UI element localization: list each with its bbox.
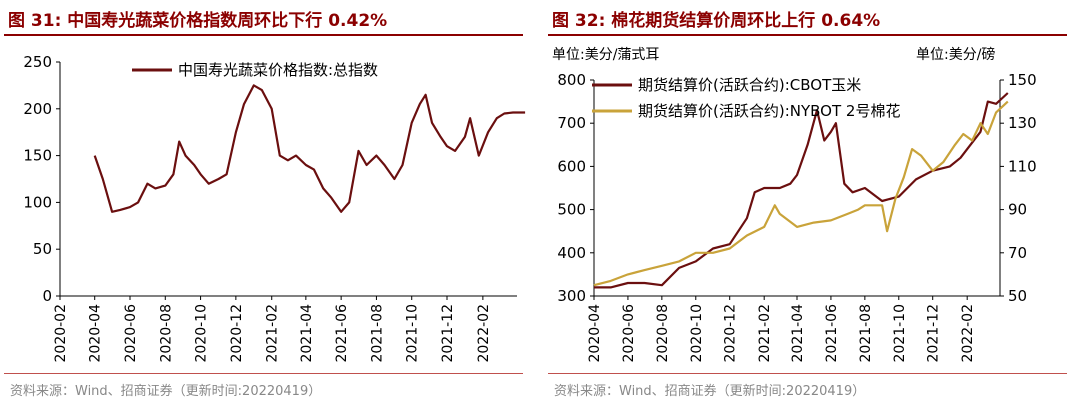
right-figure-title: 图 32: 棉花期货结算价周环比上行 0.64% [552,11,881,31]
right-chart-ytick-right-label: 90 [1008,201,1027,219]
left-chart-ytick-label: 50 [33,240,52,258]
right-source-rule [548,373,1067,374]
left-chart-panel: 图 31: 中国寿光蔬菜价格指数周环比下行 0.42% 0 50 100 150 200… [0,0,527,410]
right-chart-ytick-right-label: 50 [1008,287,1027,305]
right-title-rule [548,34,1067,36]
left-chart-xtick-label: 2020-10 [194,304,210,363]
right-chart-ytick-label: 500 [557,201,586,219]
left-title-rule [4,34,523,36]
right-chart-series-line-2 [593,100,1009,287]
right-chart-svg: 300 400 500 600 700 800 50 70 90 110 130 150 2020-04… [557,71,1037,363]
left-chart-xtick-label: 2020-02 [53,304,69,363]
left-chart-ytick-label: 100 [23,193,52,211]
right-chart-ytick-label: 600 [557,157,586,175]
right-chart-ytick-right-label: 110 [1008,157,1037,175]
left-chart-xtick-label: 2020-08 [158,304,174,363]
right-chart-ytick-label: 700 [557,114,586,132]
right-chart-xtick-label: 2021-02 [757,304,773,363]
right-chart-xtick-label: 2020-10 [689,304,705,363]
left-source-note: 资料来源：Wind、招商证券（更新时间:20220419） [10,384,322,399]
right-chart-xtick-label: 2021-06 [824,304,840,363]
right-chart-xtick-label: 2020-06 [621,304,637,363]
right-chart-ytick-right-label: 150 [1008,71,1037,89]
right-chart-xtick-label: 2021-12 [926,304,942,363]
left-chart-ytick-label: 150 [23,147,52,165]
right-chart-xtick-label: 2021-10 [892,304,908,363]
left-chart-xtick-label: 2020-04 [88,304,104,363]
left-chart-xtick-label: 2020-12 [229,304,245,363]
right-chart-xtick-label: 2020-08 [655,304,671,363]
left-chart-series-line-1 [93,84,526,213]
right-chart-xtick-label: 2022-02 [960,304,976,363]
right-chart-ytick-right-label: 130 [1008,114,1037,132]
left-chart-ytick-label: 250 [23,53,52,71]
right-chart-panel: 图 32: 棉花期货结算价周环比上行 0.64% 单位:美分/蒲式耳 单位:美分… [544,0,1071,410]
right-chart-series-line-1 [594,92,1009,289]
right-unit-left: 单位:美分/蒲式耳 [552,47,660,63]
left-chart-xtick-label: 2021-06 [334,304,350,363]
right-chart-legend-label: 期货结算价(活跃合约):CBOT玉米 [638,76,861,94]
left-source-rule [4,373,523,374]
left-chart-xtick-label: 2021-08 [369,304,385,363]
left-chart-xtick-label: 2022-02 [476,304,492,363]
right-chart-xtick-label: 2020-04 [587,304,603,363]
right-chart-xtick-label: 2021-04 [790,304,806,363]
right-chart-xtick-label: 2020-12 [723,304,739,363]
right-source-note: 资料来源：Wind、招商证券（更新时间:20220419） [554,384,866,399]
left-chart-svg: 0 50 100 150 200 250 2020-02 2020-04 2020-06 2020… [23,53,526,363]
left-figure-title: 图 31: 中国寿光蔬菜价格指数周环比下行 0.42% [8,11,388,31]
right-chart-legend-label: 期货结算价(活跃合约):NYBOT 2号棉花 [638,102,900,120]
right-chart-ytick-right-label: 70 [1008,244,1027,262]
left-chart-legend-label: 中国寿光蔬菜价格指数:总指数 [178,61,378,79]
left-chart-xtick-label: 2021-10 [405,304,421,363]
right-unit-right: 单位:美分/磅 [916,47,996,63]
left-chart-xtick-label: 2021-02 [265,304,281,363]
right-chart-xtick-label: 2021-08 [858,304,874,363]
left-chart-ytick-label: 0 [42,287,52,305]
right-chart-ytick-label: 400 [557,244,586,262]
right-chart-ytick-label: 800 [557,71,586,89]
right-chart-ytick-label: 300 [557,287,586,305]
left-chart-xtick-label: 2020-06 [123,304,139,363]
left-chart-ytick-label: 200 [23,100,52,118]
left-chart-xtick-label: 2021-12 [440,304,456,363]
left-chart-xtick-label: 2021-04 [299,304,315,363]
